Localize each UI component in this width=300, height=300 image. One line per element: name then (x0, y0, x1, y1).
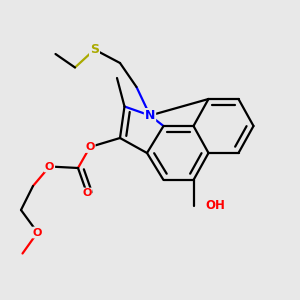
Text: O: O (45, 161, 54, 172)
Text: OH: OH (206, 199, 225, 212)
Text: O: O (85, 142, 95, 152)
Text: S: S (90, 43, 99, 56)
Text: O: O (82, 188, 92, 199)
Text: O: O (33, 227, 42, 238)
Text: N: N (145, 109, 155, 122)
